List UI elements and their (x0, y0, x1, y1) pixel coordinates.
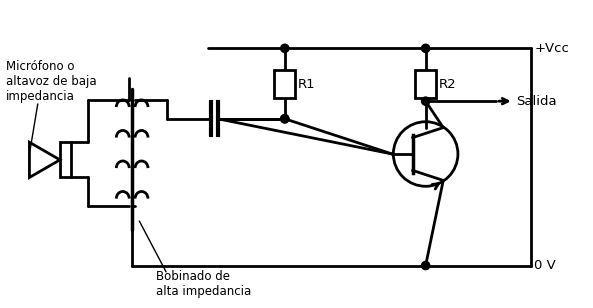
Circle shape (280, 115, 289, 123)
Text: Micrófono o
altavoz de baja
impedancia: Micrófono o altavoz de baja impedancia (6, 60, 97, 103)
Text: R2: R2 (439, 78, 456, 91)
Circle shape (280, 115, 289, 123)
Bar (60, 142, 71, 177)
Circle shape (422, 44, 430, 52)
Circle shape (422, 97, 430, 105)
Text: 0 V: 0 V (534, 259, 556, 272)
Text: R1: R1 (298, 78, 315, 91)
Text: +Vcc: +Vcc (534, 42, 569, 55)
Circle shape (422, 261, 430, 270)
Text: Bobinado de
alta impedancia: Bobinado de alta impedancia (155, 270, 251, 298)
FancyBboxPatch shape (415, 70, 436, 98)
FancyBboxPatch shape (274, 70, 295, 98)
Text: Salida: Salida (517, 95, 557, 108)
Circle shape (280, 44, 289, 52)
